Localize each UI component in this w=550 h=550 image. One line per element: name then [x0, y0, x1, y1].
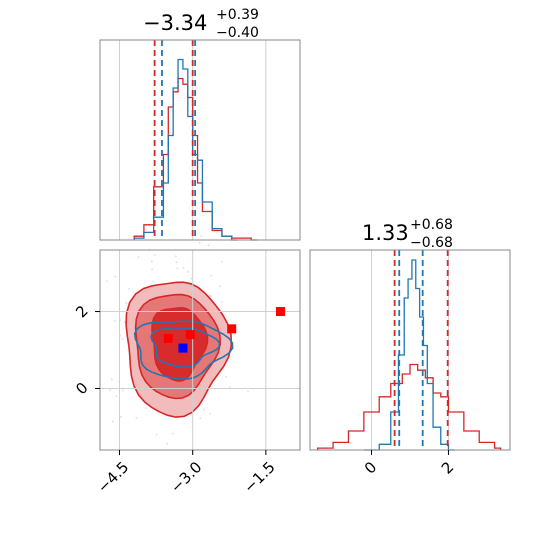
sample-point: [190, 277, 193, 280]
sample-point: [233, 333, 236, 336]
sample-point: [121, 389, 124, 392]
truth-marker: [185, 330, 195, 340]
sample-point: [113, 320, 116, 323]
sample-point: [202, 408, 205, 411]
y-tick-label: 0: [72, 379, 91, 398]
panel-frame: [99, 39, 301, 241]
truth-marker: [275, 307, 285, 317]
sample-point: [171, 432, 174, 435]
x-tick-label: −3.0: [167, 458, 205, 496]
sample-point: [220, 260, 223, 263]
title-plus: +0.68: [410, 217, 453, 233]
sample-point: [121, 337, 124, 340]
title-value: −3.34: [143, 11, 207, 35]
hist-panel-x: −3.34 +0.39 −0.40: [99, 7, 301, 241]
x-tick-label: 2: [438, 458, 457, 477]
sample-point: [135, 416, 138, 419]
sample-point: [153, 253, 156, 256]
sample-point: [111, 420, 114, 423]
contour-panel: −4.5 −3.0 −1.5 0 2: [72, 235, 301, 497]
sample-point: [109, 389, 112, 392]
sample-point: [155, 433, 158, 436]
sample-point: [174, 255, 177, 258]
sample-point: [200, 235, 203, 238]
sample-point: [209, 412, 212, 415]
sample-point: [127, 287, 130, 290]
sample-point: [110, 378, 113, 381]
sample-point: [198, 241, 201, 244]
truth-marker: [163, 333, 173, 343]
x-tick-label: 0: [361, 458, 380, 477]
sample-point: [166, 442, 169, 445]
sample-point: [106, 280, 109, 283]
sample-point: [199, 417, 202, 420]
hist-step-blue: [363, 259, 455, 451]
sample-point: [114, 275, 117, 278]
hist-panel-y: 0 2 1.33 +0.68 −0.68: [309, 217, 511, 478]
x-tick-label: −1.5: [240, 458, 278, 496]
sample-point: [144, 407, 147, 410]
sample-point: [247, 390, 250, 393]
sample-point: [115, 395, 118, 398]
sample-point: [210, 274, 213, 277]
x-tick-label: −4.5: [94, 458, 132, 496]
title-plus: +0.39: [216, 7, 259, 23]
sample-point: [176, 267, 179, 270]
sample-point: [152, 280, 155, 283]
sample-point: [186, 270, 189, 273]
sample-point: [123, 320, 126, 323]
hist-step-blue: [133, 58, 238, 241]
sample-point: [207, 244, 210, 247]
sample-point: [150, 260, 153, 263]
sample-point: [125, 302, 128, 305]
contour-blue-inner: [150, 327, 221, 368]
sample-point: [182, 266, 185, 269]
title-value: 1.33: [362, 221, 409, 245]
contour-blue-outer: [133, 320, 234, 380]
sample-point: [219, 285, 222, 288]
sample-point: [175, 261, 178, 264]
panel-frame: [309, 249, 511, 451]
sample-point: [151, 268, 154, 271]
title-minus: −0.40: [216, 25, 259, 41]
hist-step-red: [317, 363, 502, 450]
sample-point: [221, 301, 224, 304]
truth-marker: [178, 343, 188, 353]
sample-point: [228, 386, 231, 389]
sample-point: [137, 256, 140, 259]
truth-marker: [227, 324, 237, 334]
sample-point: [119, 415, 122, 418]
y-tick-label: 2: [72, 302, 91, 321]
sample-point: [224, 375, 227, 378]
panel-frame: [99, 249, 301, 451]
title-minus: −0.68: [410, 235, 453, 251]
sample-point: [209, 295, 212, 298]
